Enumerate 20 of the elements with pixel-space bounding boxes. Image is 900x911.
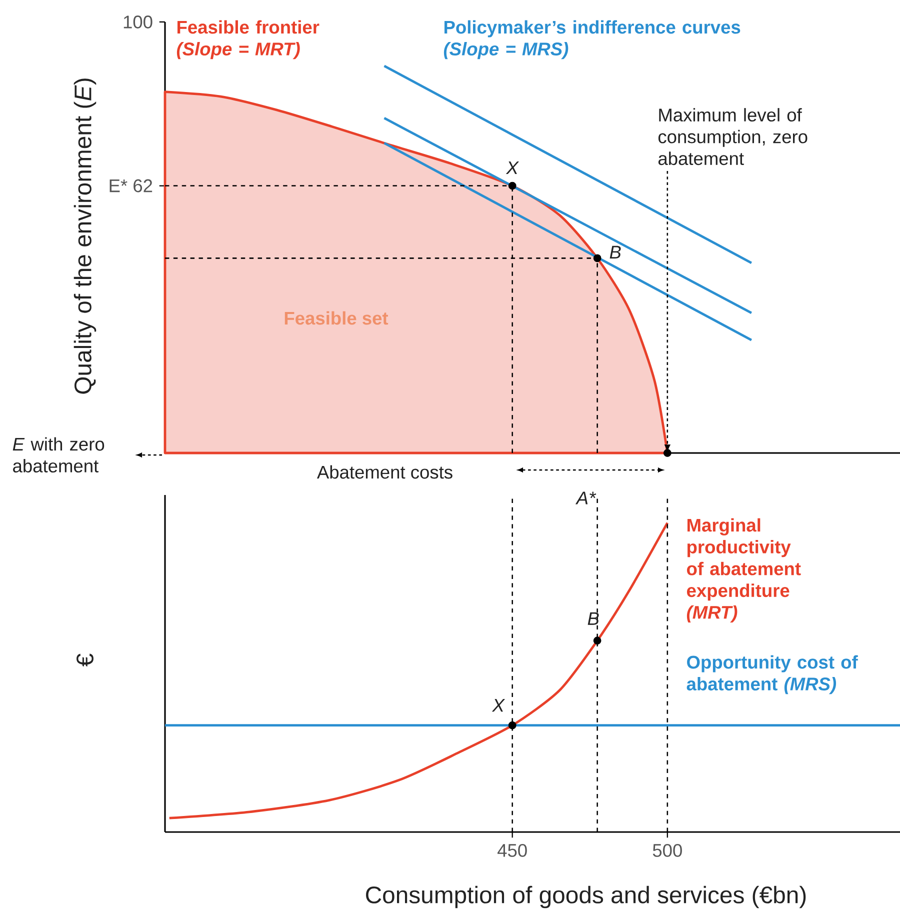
annotation: Maximum level of consumption, zero abatement — [658, 108, 808, 166]
y-tick-label: 100 — [124, 16, 152, 28]
text: A* — [575, 492, 596, 504]
x-tick-label: 450 — [498, 844, 527, 857]
series-label: Policymaker’s indifference curves (Slope = MRS) — [444, 20, 740, 60]
x-axis-title: Consumption of goods and services (€bn) — [366, 886, 806, 908]
annotation: X — [506, 161, 520, 174]
x-tick-label: 500 — [652, 844, 682, 857]
annotation: B — [588, 612, 599, 625]
y-axis-title: € — [76, 654, 94, 666]
series-label: Opportunity cost of abatement (MRS) — [686, 655, 858, 694]
series-label: Marginal productivity of abatement expenditure (MRT) — [686, 518, 801, 622]
series-label: Feasible frontier (Slope = MRT) — [176, 20, 320, 60]
text: Abatement costs — [316, 465, 452, 479]
annotation: B — [610, 246, 621, 258]
y-axis-title: Quality of the environment (E) — [74, 78, 96, 394]
annotation: Feasible set — [284, 311, 388, 325]
annotation: X — [492, 699, 506, 712]
y-tick-label: E* 62 — [110, 179, 152, 192]
text: E with zero abatement — [12, 437, 104, 472]
